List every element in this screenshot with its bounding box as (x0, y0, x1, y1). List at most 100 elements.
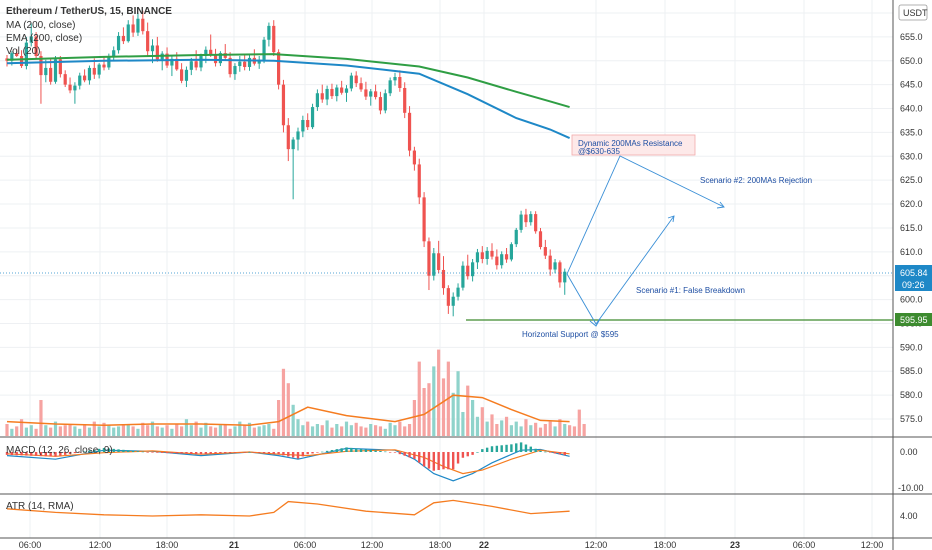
volume-bar (403, 426, 407, 436)
volume-bar (315, 424, 319, 436)
volume-bar (29, 425, 33, 436)
atr-legend[interactable]: ATR (14, RMA) (6, 501, 74, 512)
macd-histogram-bar (165, 452, 169, 454)
volume-bar (354, 422, 358, 436)
candle (301, 115, 305, 138)
price-tick-label: 600.0 (900, 295, 923, 305)
candle (485, 247, 489, 265)
svg-text:595.95: 595.95 (900, 315, 928, 325)
currency-button[interactable]: USDT (898, 4, 928, 21)
time-tick-label: 18:00 (156, 540, 179, 550)
volume-bar (116, 426, 121, 436)
macd-tick-zero: 0.00 (900, 447, 918, 457)
macd-histogram-bar (107, 448, 111, 452)
time-axis[interactable]: 06:00 12:00 18:00 21 06:00 12:00 18:00 22 12:00 1… (19, 540, 884, 550)
volume-bar (364, 427, 368, 436)
candle (155, 36, 159, 62)
candle (310, 103, 315, 130)
candle (437, 240, 441, 274)
volume-bar (340, 426, 344, 436)
time-tick-label: 23 (730, 540, 740, 550)
candle (441, 256, 446, 295)
macd-histogram-bar (122, 449, 125, 452)
candle (49, 58, 53, 85)
volume-bar (175, 424, 179, 436)
price-tick-label: 630.0 (900, 151, 923, 161)
volume-bar (272, 428, 276, 436)
macd-histogram-bar (345, 447, 348, 452)
candle (262, 36, 266, 64)
candle (514, 227, 518, 248)
volume-bar (374, 425, 378, 436)
macd-histogram-bar (68, 452, 72, 455)
volume-bar (582, 424, 586, 436)
scenario2-label: Scenario #2: 200MAs Rejection (700, 176, 812, 185)
macd-histogram-bar (209, 452, 212, 454)
candle (170, 55, 174, 77)
macd-histogram-bar (10, 452, 14, 456)
candle (504, 248, 509, 263)
macd-histogram-bar (563, 452, 566, 456)
candle (495, 249, 499, 270)
macd-histogram-bar (456, 452, 460, 464)
resistance-label-line1: Dynamic 200MAs Resistance (578, 139, 683, 148)
candle (73, 82, 77, 104)
macd-histogram-bar (481, 449, 484, 452)
candle (432, 248, 436, 281)
candle (340, 80, 344, 95)
moving-average-overlays (6, 53, 571, 426)
volume-legend[interactable]: Vol (20) (6, 46, 41, 57)
macd-histogram-bar (529, 446, 532, 452)
support-label: Horizontal Support @ $595 (522, 330, 619, 339)
volume-bar (267, 424, 271, 436)
macd-histogram-bar (350, 447, 353, 452)
scenario-arrows (566, 155, 725, 327)
macd-histogram-bar (83, 451, 86, 453)
candle (286, 118, 290, 162)
volume-bar (213, 427, 218, 436)
volume-bar (519, 426, 523, 436)
macd-histogram-bar (388, 452, 392, 453)
ema-legend[interactable]: EMA (200, close) (6, 33, 83, 44)
candle (548, 249, 552, 276)
macd-histogram-bar (5, 452, 9, 455)
candle (378, 91, 383, 115)
volume-ma-line (6, 394, 570, 426)
volume-bar (369, 424, 373, 436)
macd-histogram-bar (88, 450, 91, 452)
candle (213, 48, 218, 67)
candle (519, 210, 523, 233)
macd-histogram-bar (214, 452, 217, 454)
candle (267, 22, 271, 47)
price-tick-label: 620.0 (900, 199, 923, 209)
macd-histogram-bar (476, 452, 479, 453)
volume-bar (243, 425, 247, 436)
macd-histogram-bar (466, 452, 469, 457)
macd-histogram-bar (490, 446, 494, 452)
macd-histogram-bar (112, 448, 115, 452)
price-tick-label: 625.0 (900, 175, 923, 185)
candle (330, 83, 334, 99)
macd-histogram-bar (49, 452, 52, 457)
candle (121, 27, 125, 45)
macd-histogram-bar (102, 447, 106, 452)
macd-histogram-bar (224, 452, 227, 454)
macd-histogram-bar (519, 442, 523, 452)
macd-histogram-bar (461, 452, 465, 458)
candle (446, 285, 450, 314)
time-tick-label: 22 (479, 540, 489, 550)
volume-bar (548, 421, 552, 436)
candle (58, 55, 62, 78)
time-tick-label: 21 (229, 540, 239, 550)
candle (364, 81, 368, 100)
candle (315, 89, 319, 111)
macd-histogram-bar (131, 450, 135, 452)
volume-bar (495, 424, 499, 436)
volume-bar (296, 419, 300, 436)
candle (131, 15, 135, 37)
macd-legend[interactable]: MACD (12, 26, close, 9) (6, 445, 113, 456)
macd-histogram-bar (253, 452, 256, 453)
price-tick-label: 655.0 (900, 32, 923, 42)
ma-legend[interactable]: MA (200, close) (6, 20, 76, 31)
